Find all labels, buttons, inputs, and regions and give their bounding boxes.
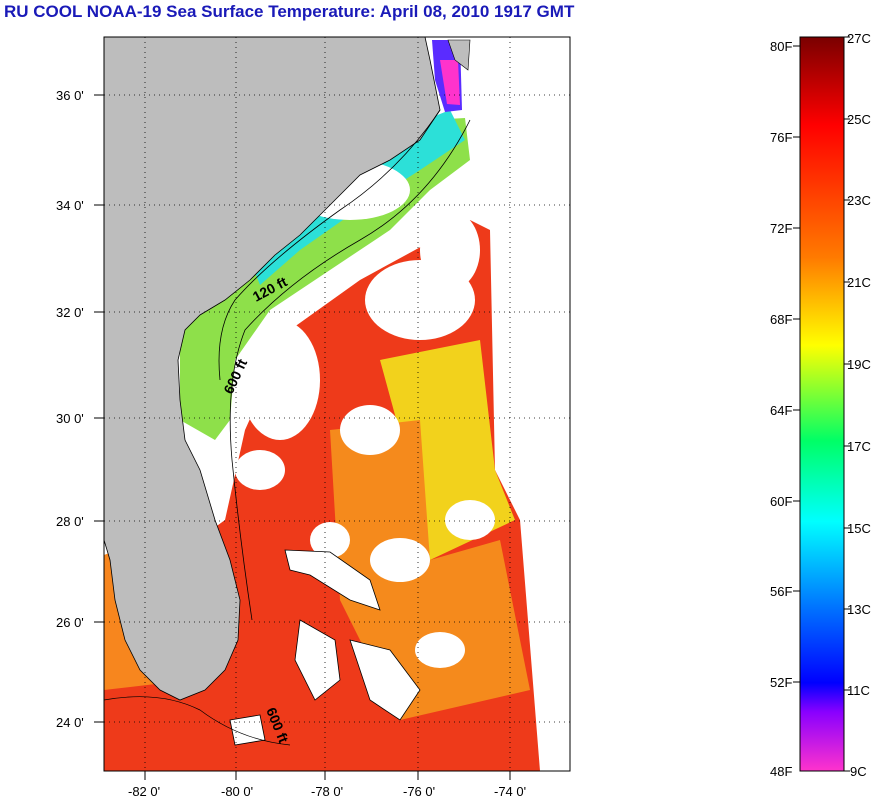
colorbar-c-label: 21C: [847, 275, 871, 290]
colorbar-f-label: 72F: [770, 221, 792, 236]
colorbar-f-label: 76F: [770, 130, 792, 145]
lat-label: 30 0': [56, 411, 84, 426]
orange-water-east: [330, 420, 530, 720]
map-content: [104, 37, 570, 771]
lat-label: 24 0': [56, 715, 84, 730]
colorbar-f-label: 68F: [770, 312, 792, 327]
colorbar-f-label: 52F: [770, 675, 792, 690]
colorbar-c-label: 23C: [847, 193, 871, 208]
lat-label: 26 0': [56, 615, 84, 630]
lon-label: -82 0': [128, 784, 160, 799]
lon-label: -80 0': [221, 784, 253, 799]
land-mass: [104, 37, 441, 701]
colorbar-c-label: 27C: [847, 31, 871, 46]
colorbar-c-label: 17C: [847, 439, 871, 454]
page-title: RU COOL NOAA-19 Sea Surface Temperature:…: [4, 2, 575, 21]
colorbar-f-label: 56F: [770, 584, 792, 599]
map-frame: [103, 36, 571, 772]
colorbar-f-label: 80F: [770, 39, 792, 54]
lat-label: 28 0': [56, 514, 84, 529]
colorbar-ticks: [793, 36, 850, 772]
colorbar-f-label: 64F: [770, 403, 792, 418]
lon-label: -76 0': [403, 784, 435, 799]
colorbar-c-label: 9C: [850, 764, 867, 779]
colorbar-c-label: 13C: [847, 602, 871, 617]
colorbar-f-label: 48F: [770, 764, 792, 779]
depth-contour-600ft: [229, 119, 471, 621]
cold-water-core: [440, 60, 460, 105]
colorbar-c-label: 15C: [847, 521, 871, 536]
colorbar-c-label: 11C: [847, 683, 870, 698]
lon-label: -78 0': [311, 784, 343, 799]
axis-ticks: [94, 94, 511, 780]
colorbar: [799, 36, 845, 772]
lat-label: 34 0': [56, 198, 84, 213]
bahamas-banks: [229, 549, 421, 746]
colorbar-c-label: 19C: [847, 357, 871, 372]
colorbar-f-label: 60F: [770, 494, 792, 509]
lat-label: 36 0': [56, 88, 84, 103]
colorbar-c-label: 25C: [847, 112, 871, 127]
lat-label: 32 0': [56, 305, 84, 320]
depth-contour-120ft: [218, 109, 441, 381]
lon-label: -74 0': [494, 784, 526, 799]
